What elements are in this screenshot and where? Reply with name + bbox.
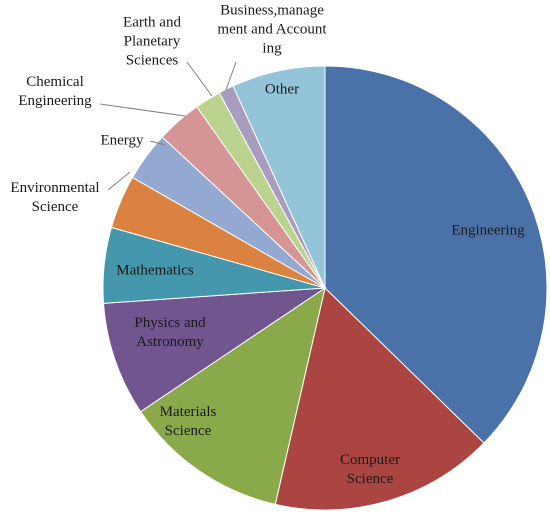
pie-slice <box>274 287 485 511</box>
pie-slice <box>139 286 326 505</box>
slice-label: Earth and Planetary Sciences <box>123 14 181 69</box>
slice-label: Other <box>264 81 300 98</box>
slice-label: Materials Science <box>159 404 217 439</box>
pie-slice <box>102 287 327 413</box>
pie-slice <box>324 65 548 444</box>
slice-label: Environmental Science <box>10 180 100 215</box>
slice-label: Chemical Engineering <box>18 74 92 109</box>
leader-line <box>99 103 186 117</box>
slice-label: Business,management and Accounting <box>217 2 327 57</box>
pie-slice <box>232 65 326 289</box>
slice-label: Physics and Astronomy <box>134 315 206 350</box>
slice-label: Engineering <box>451 222 525 239</box>
slice-label: Mathematics <box>116 262 194 279</box>
leader-line <box>149 140 166 146</box>
leader-line <box>225 61 237 91</box>
leader-line <box>186 61 213 97</box>
slice-label: Energy <box>100 132 144 149</box>
leader-line <box>107 171 131 191</box>
slice-label: Computer Science <box>340 452 400 487</box>
